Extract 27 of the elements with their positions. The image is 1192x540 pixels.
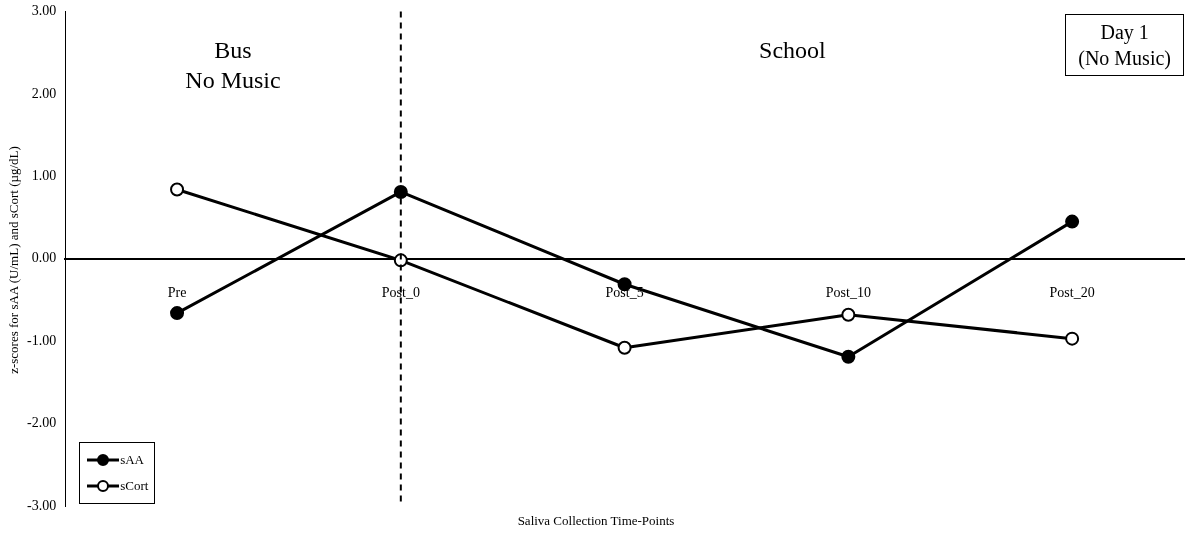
legend-label: sCort: [120, 478, 149, 494]
point: [617, 340, 632, 355]
annotation: Bus No Music: [185, 36, 281, 95]
annotation: School: [759, 36, 826, 65]
point: [393, 184, 408, 199]
x-tick-label: Pre: [167, 284, 187, 300]
y-tick-label: 1.00: [31, 167, 57, 183]
legend-label: sAA: [120, 452, 144, 468]
point: [1065, 331, 1080, 346]
y-tick-label: -1.00: [26, 332, 57, 348]
point: [170, 306, 185, 321]
point: [841, 349, 856, 364]
x-axis-title: Saliva Collection Time-Points: [516, 513, 676, 529]
point: [841, 307, 856, 322]
y-axis-title: z-scores for sAA (U/mL) and sCort (µg/dL): [6, 146, 22, 374]
y-tick-label: -3.00: [26, 497, 57, 513]
y-tick-label: 2.00: [31, 85, 57, 101]
x-tick-label: Post_0: [381, 284, 420, 300]
annotation: Day 1 (No Music): [1065, 14, 1184, 76]
y-tick-label: -2.00: [26, 415, 57, 431]
x-tick-label: Post_20: [1049, 284, 1095, 300]
x-tick-label: Post_5: [605, 284, 644, 300]
point: [170, 182, 185, 197]
x-tick-label: Post_10: [825, 284, 871, 300]
y-tick-label: 3.00: [31, 3, 57, 19]
y-tick-label: 0.00: [31, 250, 57, 266]
point: [1065, 214, 1080, 229]
